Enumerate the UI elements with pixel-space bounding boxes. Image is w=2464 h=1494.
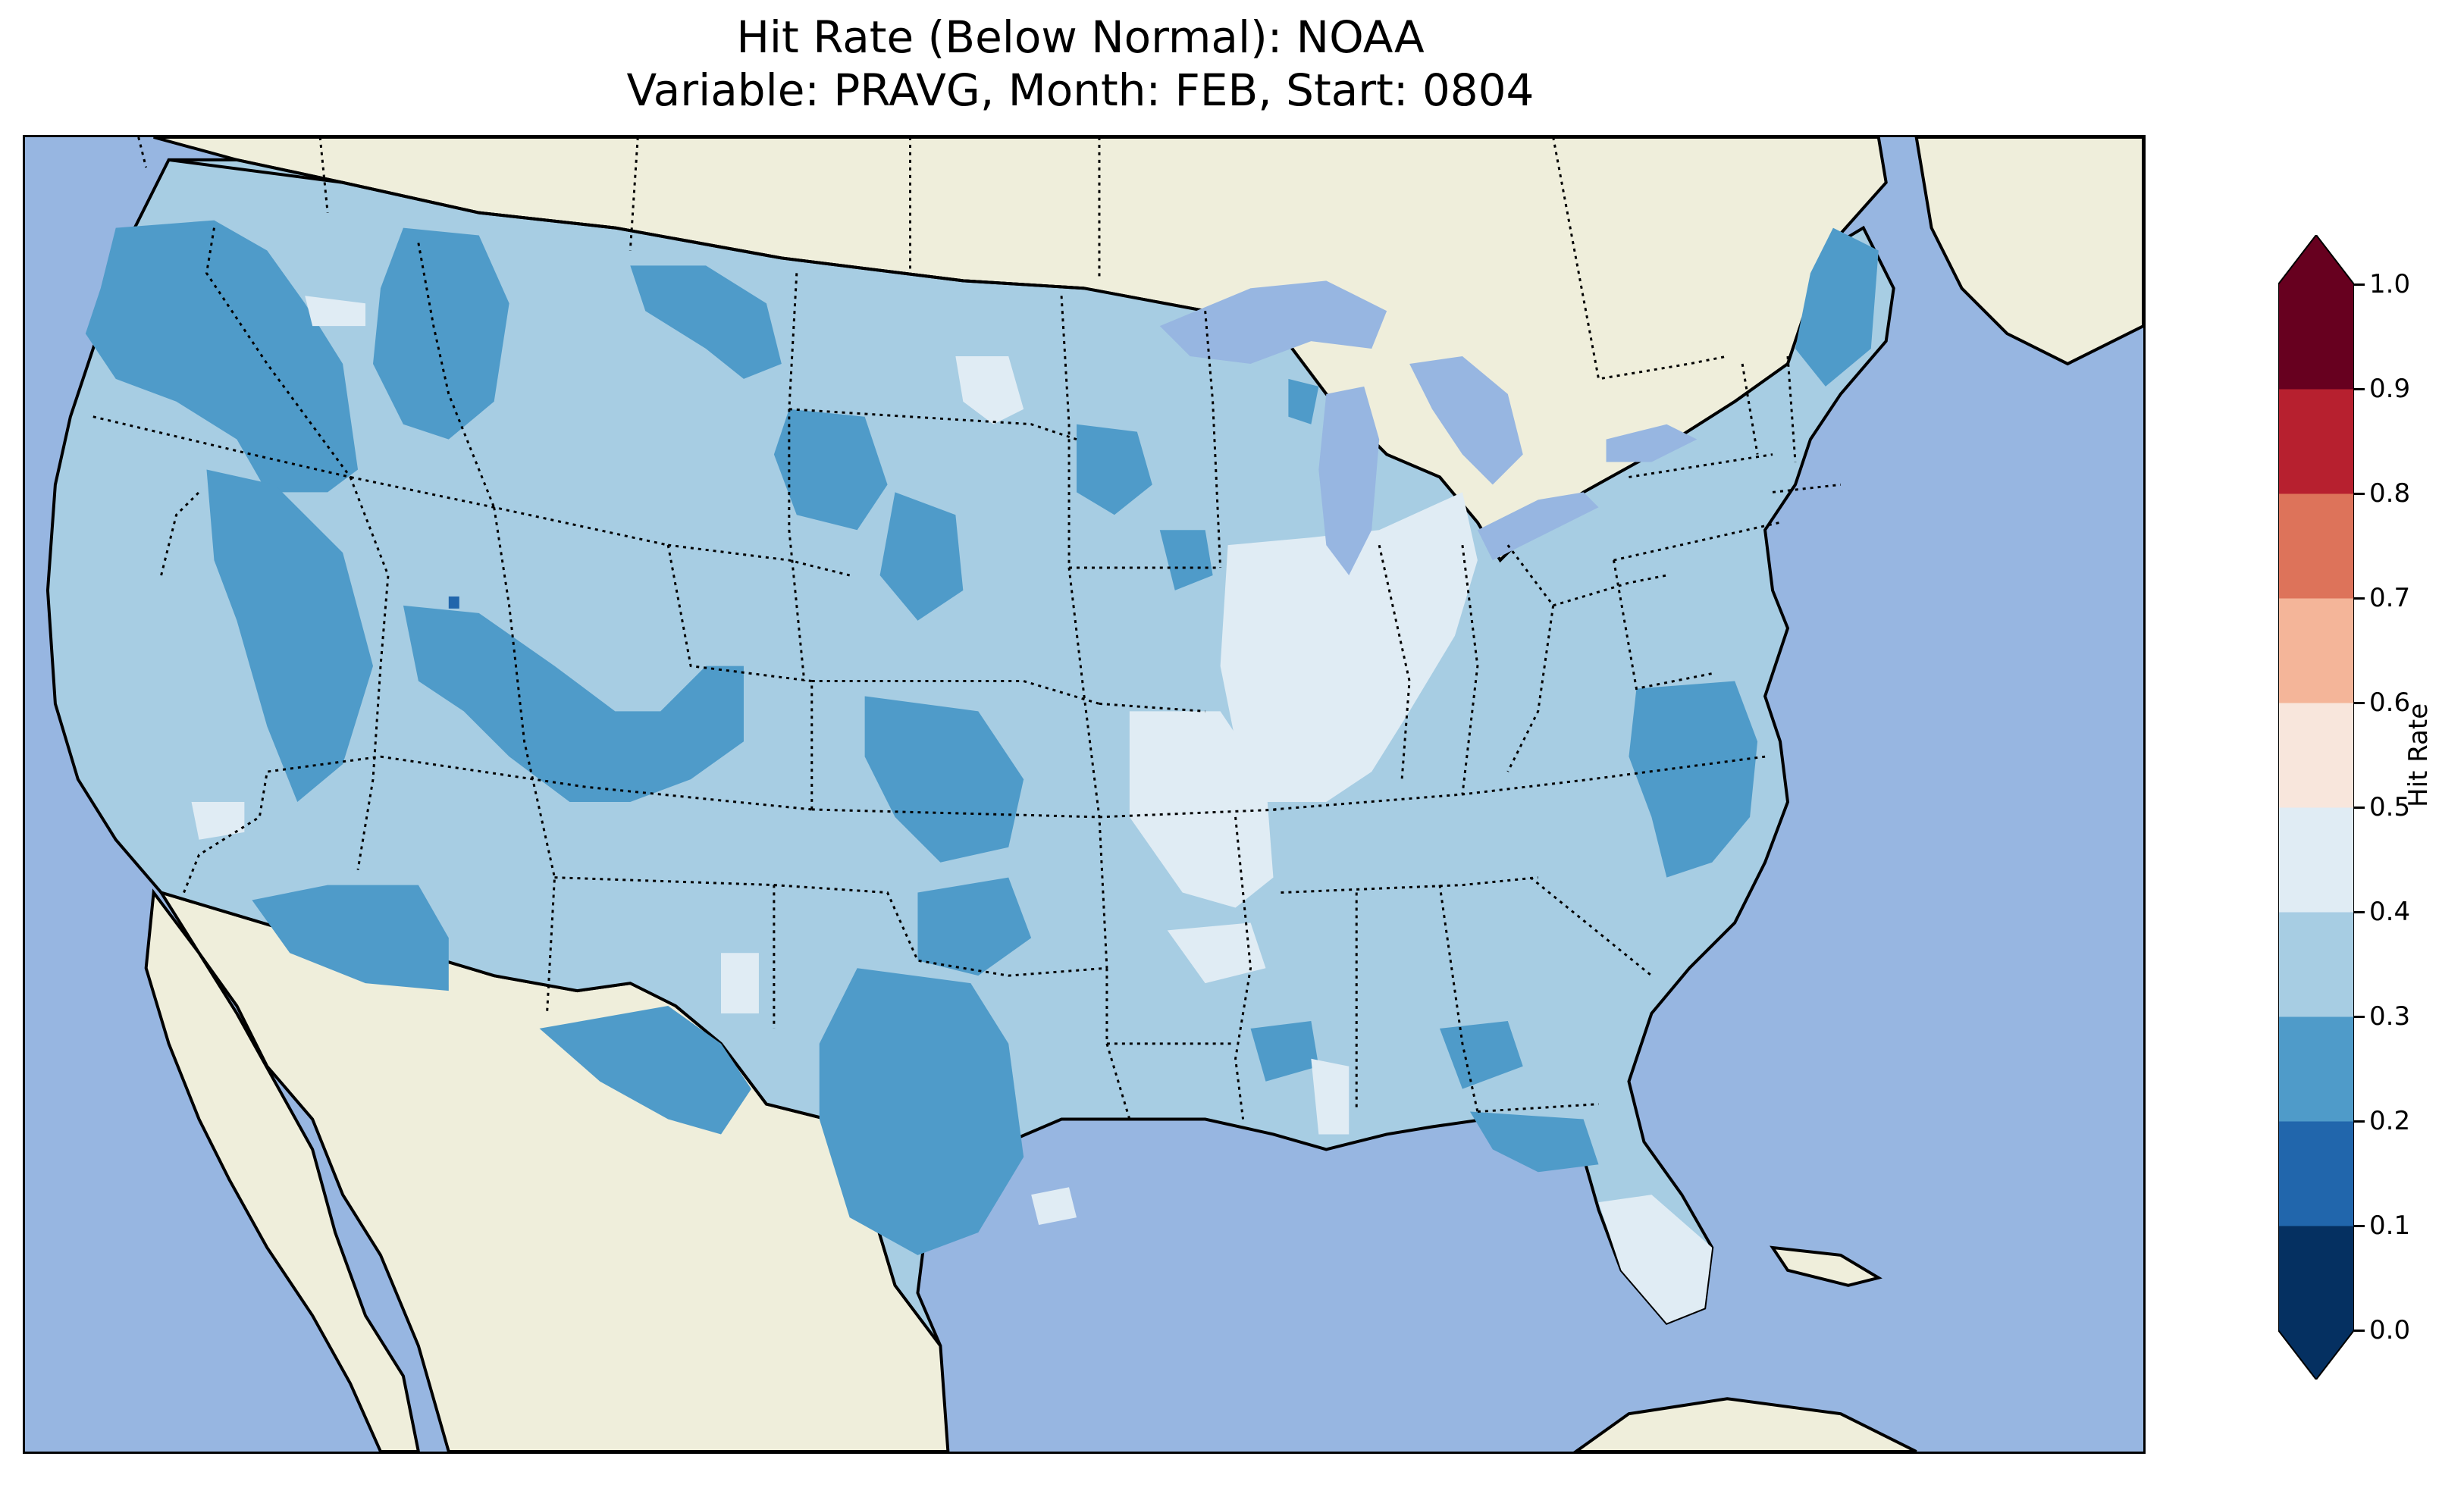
region-new-mexico-spot — [721, 953, 759, 1013]
region-virginia — [1629, 681, 1758, 878]
south-land-edge — [1573, 1397, 1917, 1452]
region-texas-gulf-spot — [1031, 1187, 1077, 1226]
canada-us-border — [168, 158, 1085, 290]
region-kansas — [864, 696, 1024, 863]
region-missouri — [1129, 711, 1274, 908]
lake-huron — [1409, 356, 1523, 485]
region-hit-rate-0.1-0.2 — [448, 596, 459, 609]
region-minnesota — [1077, 424, 1152, 515]
map-title: Hit Rate (Below Normal): NOAA Variable: … — [0, 11, 2161, 117]
region-dakotas — [773, 409, 888, 531]
region-utah-colorado — [403, 605, 744, 802]
colorbar-tick-label: 1.0 — [2369, 269, 2411, 299]
title-line-1: Hit Rate (Below Normal): NOAA — [736, 11, 1425, 63]
hit-rate-0.2-0.3-regions — [85, 220, 1879, 1255]
region-arizona — [252, 885, 449, 991]
colorbar-bin-6 — [2278, 598, 2354, 703]
colorbar-tick-mark — [2354, 1120, 2365, 1123]
colorbar-tick-mark — [2354, 283, 2365, 286]
colorbar-tick-label: 0.8 — [2369, 478, 2411, 509]
region-mississippi — [1250, 1020, 1319, 1082]
lake-erie — [1477, 492, 1599, 561]
state-borders — [92, 137, 1842, 1120]
colorbar-bin-3 — [2278, 912, 2354, 1017]
region-illinois-indiana — [1220, 492, 1478, 802]
great-lakes — [1159, 280, 1698, 575]
lake-superior — [1159, 280, 1387, 364]
colorbar-bin-5 — [2278, 703, 2354, 808]
colorbar-bin-7 — [2278, 493, 2354, 599]
region-florida-peninsula — [1598, 1195, 1713, 1323]
maritime-land — [1914, 137, 2143, 366]
region-nebraska — [879, 492, 964, 621]
colorbar-bin-9 — [2278, 284, 2354, 390]
region-arkansas — [1167, 922, 1266, 984]
region-texas-west — [539, 1006, 751, 1135]
colorbar-tick-mark — [2354, 597, 2365, 600]
region-pacific-northwest — [85, 220, 359, 493]
colorbar-tick-mark — [2354, 1330, 2365, 1332]
title-line-2: Variable: PRAVG, Month: FEB, Start: 0804 — [626, 64, 1535, 116]
region-nevada-utah — [206, 469, 374, 802]
colorbar-bin-4 — [2278, 807, 2354, 913]
colorbar-label: Hit Rate — [2403, 703, 2434, 807]
colorbar-tick-label: 0.4 — [2369, 897, 2411, 927]
colorbar-tick-label: 0.7 — [2369, 583, 2411, 613]
colorbar — [2278, 235, 2354, 1380]
hit-rate-0.4-0.5-regions — [191, 296, 1713, 1323]
region-california-spot — [191, 801, 245, 840]
lake-michigan — [1318, 386, 1380, 575]
region-south-dakota — [955, 356, 1024, 424]
cuba-land — [1770, 1245, 1882, 1287]
colorbar-extend-max — [2278, 235, 2354, 284]
map-panel — [23, 135, 2146, 1454]
colorbar-tick-mark — [2354, 388, 2365, 390]
colorbar-tick-label: 0.6 — [2369, 687, 2411, 718]
colorbar-bin-1 — [2278, 1121, 2354, 1226]
region-wisconsin — [1288, 378, 1319, 424]
colorbar-tick-mark — [2354, 1225, 2365, 1227]
region-maine — [1795, 227, 1879, 387]
region-texas-central — [819, 968, 1024, 1255]
region-montana-north — [630, 265, 782, 379]
colorbar-tick-mark — [2354, 702, 2365, 704]
map-canvas — [25, 137, 2143, 1452]
region-iowa — [1159, 530, 1213, 590]
baja-peninsula — [144, 888, 420, 1452]
colorbar-tick-mark — [2354, 1016, 2365, 1018]
colorbar-bin-2 — [2278, 1016, 2354, 1122]
colorbar-tick-label: 0.5 — [2369, 792, 2411, 822]
colorbar-tick-label: 0.3 — [2369, 1001, 2411, 1032]
colorbar-tick-label: 0.9 — [2369, 374, 2411, 404]
lake-ontario — [1606, 424, 1698, 462]
region-idaho-oregon — [373, 227, 509, 440]
region-oklahoma — [917, 877, 1032, 976]
colorbar-bin-8 — [2278, 389, 2354, 494]
colorbar-tick-label: 0.0 — [2369, 1315, 2411, 1345]
colorbar-bin-0 — [2278, 1226, 2354, 1331]
region-idaho-spot — [305, 296, 366, 327]
colorbar-tick-label: 0.1 — [2369, 1211, 2411, 1241]
colorbar-tick-label: 0.2 — [2369, 1106, 2411, 1136]
colorbar-tick-mark — [2354, 911, 2365, 913]
region-alabama-spot — [1311, 1058, 1350, 1135]
colorbar-tick-mark — [2354, 807, 2365, 809]
region-georgia — [1439, 1020, 1523, 1089]
colorbar-tick-mark — [2354, 493, 2365, 495]
colorbar-extend-min — [2278, 1330, 2354, 1380]
region-florida-panhandle — [1469, 1111, 1599, 1173]
